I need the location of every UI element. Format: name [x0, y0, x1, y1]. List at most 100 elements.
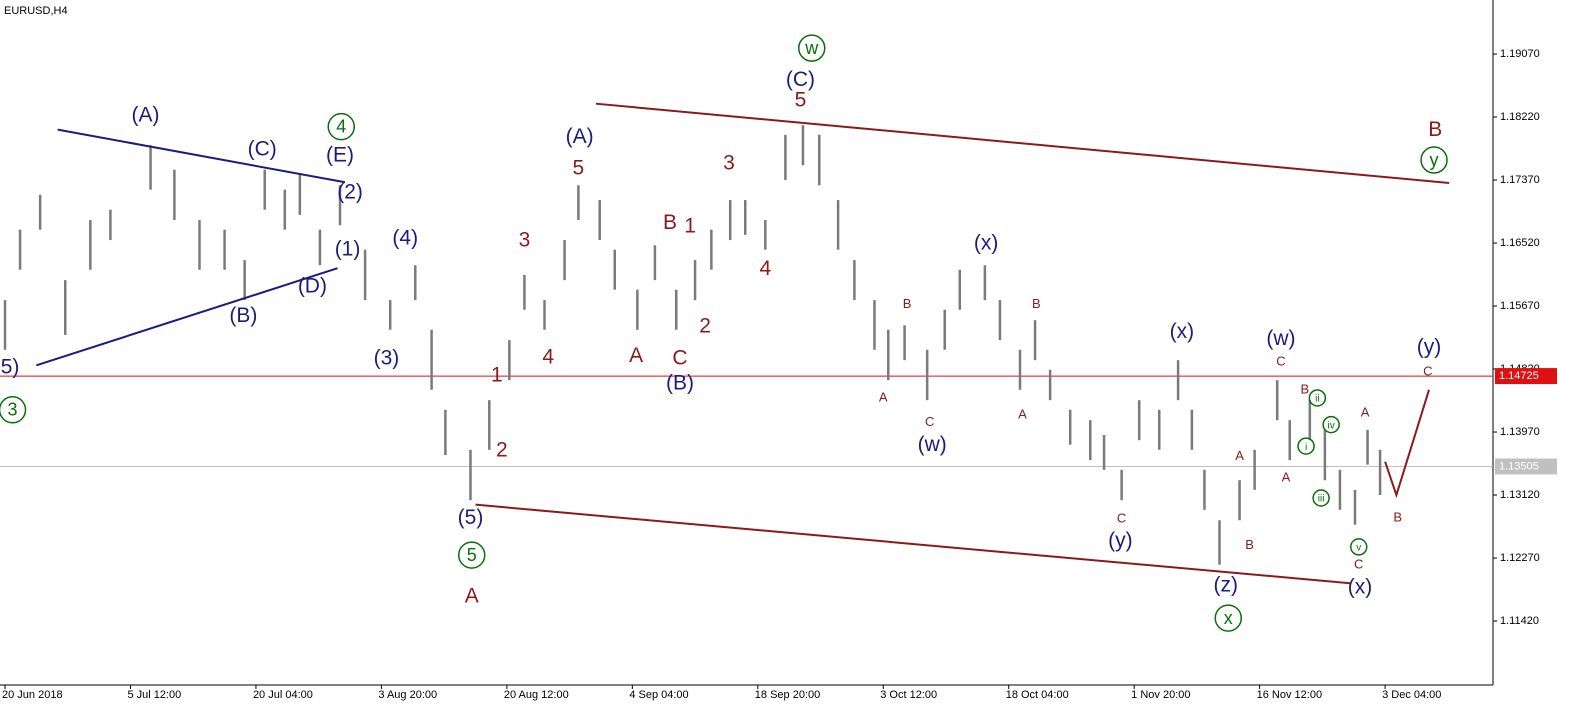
wave-label: y [1430, 150, 1439, 170]
wave-label: 5 [467, 545, 477, 565]
wave-label: B [1300, 381, 1309, 396]
wave-circle [1312, 489, 1330, 507]
wave-label: A [1235, 448, 1244, 463]
wave-label: x [1224, 608, 1233, 628]
wave-label: C [1117, 510, 1126, 525]
wave-label: B [663, 211, 677, 234]
wave-label: (A) [566, 125, 594, 148]
wave-label: B [1428, 118, 1442, 141]
wave-label: 5) [1, 355, 20, 378]
wave-label: (4) [392, 226, 418, 249]
wave-label: (A) [132, 103, 160, 126]
x-tick-label: 1 Nov 20:00 [1131, 689, 1190, 701]
x-tick-label: 16 Nov 12:00 [1257, 689, 1322, 701]
y-tick-label: 1.18220 [1500, 111, 1540, 123]
y-tick-label: 1.12270 [1500, 552, 1540, 564]
wave-label: B [903, 296, 912, 311]
wave-label: ii [1315, 394, 1319, 405]
wave-label: 4 [542, 346, 554, 369]
wave-label: C [672, 346, 687, 369]
price-level-box [1495, 458, 1557, 475]
wave-label: C [1354, 556, 1363, 571]
x-tick-label: 4 Sep 04:00 [629, 689, 688, 701]
x-tick-label: 20 Jul 04:00 [253, 689, 313, 701]
wave-circle [327, 112, 356, 141]
wave-label: (y) [1108, 529, 1133, 552]
wave-label: A [1282, 470, 1291, 485]
y-tick-label: 1.16520 [1500, 237, 1540, 249]
x-tick-label: 3 Aug 20:00 [378, 689, 437, 701]
price-level-box [1495, 368, 1557, 385]
wave-label: 1 [684, 215, 696, 238]
trend-line [57, 128, 346, 184]
wave-label: 2 [496, 438, 508, 461]
wave-circle [1214, 604, 1243, 632]
trend-line [475, 503, 1351, 585]
wave-label: (D) [298, 275, 327, 298]
wave-label: 4 [759, 257, 771, 280]
wave-label: (x) [974, 232, 999, 255]
wave-label: 3 [723, 152, 735, 175]
wave-circle [1350, 538, 1368, 556]
wave-label: w [804, 38, 819, 58]
wave-label: (C) [248, 137, 277, 160]
price-level-label: 1.13505 [1499, 460, 1539, 472]
price-level-label: 1.14725 [1499, 370, 1539, 382]
wave-label: (B) [229, 304, 257, 327]
wave-label: C [1423, 364, 1432, 379]
chart-title: EURUSD,H4 [4, 5, 68, 17]
wave-label: A [629, 344, 643, 367]
wave-label: (x) [1348, 575, 1373, 598]
y-tick-label: 1.19070 [1500, 48, 1540, 60]
wave-circle [1420, 146, 1448, 174]
wave-label: (C) [786, 68, 815, 91]
wave-label: 3 [8, 400, 18, 420]
wave-circle [457, 541, 486, 569]
wave-label: B [1393, 510, 1402, 525]
wave-circle [0, 396, 27, 424]
wave-label: iii [1318, 494, 1325, 505]
wave-label: B [1245, 537, 1254, 552]
wave-label: A [1361, 404, 1370, 419]
y-tick-label: 1.15670 [1500, 300, 1540, 312]
wave-circle [797, 34, 826, 62]
wave-label: A [465, 584, 479, 607]
y-tick-label: 1.13120 [1500, 489, 1540, 501]
x-tick-label: 18 Sep 20:00 [755, 689, 820, 701]
wave-label: 5 [573, 157, 585, 180]
wave-label: (3) [374, 346, 400, 369]
y-tick-label: 1.13970 [1500, 426, 1540, 438]
y-tick-label: 1.11420 [1500, 615, 1539, 627]
wave-label: (w) [918, 433, 947, 456]
wave-circle [1322, 415, 1340, 434]
wave-label: C [925, 414, 934, 429]
wave-circle [1308, 389, 1327, 407]
wave-label: (x) [1170, 320, 1195, 343]
wave-label: 2 [699, 315, 711, 338]
x-tick-label: 5 Jul 12:00 [127, 689, 181, 701]
wave-label: v [1356, 543, 1361, 554]
wave-label: (w) [1266, 327, 1295, 350]
wave-label: (y) [1417, 335, 1442, 358]
wave-label: (E) [326, 143, 354, 166]
wave-label: 3 [519, 229, 531, 252]
y-tick-label: 1.17370 [1500, 174, 1540, 186]
wave-label: 5 [795, 89, 807, 112]
wave-label: A [1018, 407, 1027, 422]
wave-circle [1297, 437, 1315, 455]
wave-label: 4 [336, 116, 346, 136]
x-tick-label: 3 Oct 12:00 [880, 689, 937, 701]
wave-label: (2) [337, 180, 363, 203]
wave-label: (z) [1214, 573, 1239, 596]
wave-label: 1 [491, 364, 503, 387]
wave-label: (1) [335, 238, 361, 261]
x-tick-label: 3 Dec 04:00 [1382, 689, 1441, 701]
wave-label: i [1305, 442, 1307, 453]
x-tick-label: 20 Jun 2018 [2, 689, 63, 701]
trend-line [1384, 389, 1430, 499]
wave-label: B [1032, 296, 1041, 311]
wave-label: iv [1328, 420, 1335, 431]
